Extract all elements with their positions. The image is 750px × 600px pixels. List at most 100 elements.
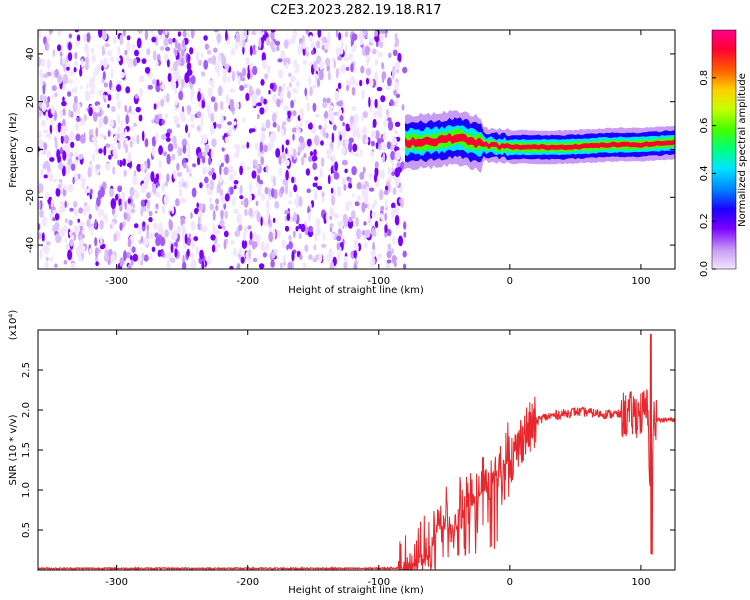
noise-speckle — [204, 176, 209, 184]
noise-speckle — [242, 231, 247, 242]
noise-speckle — [370, 209, 373, 219]
noise-speckle — [359, 79, 363, 87]
noise-speckle — [340, 39, 344, 50]
noise-speckle — [158, 34, 164, 40]
noise-speckle — [375, 78, 379, 88]
noise-speckle — [209, 203, 215, 211]
noise-speckle — [182, 30, 187, 38]
noise-speckle — [322, 101, 328, 109]
noise-speckle — [299, 110, 303, 121]
noise-speckle — [203, 134, 208, 144]
noise-speckle — [217, 72, 220, 78]
noise-speckle — [115, 193, 119, 201]
noise-speckle — [200, 52, 204, 59]
noise-speckle — [284, 159, 290, 167]
noise-speckle — [187, 143, 191, 152]
noise-speckle — [132, 253, 138, 262]
noise-speckle — [294, 69, 298, 74]
noise-speckle — [336, 242, 341, 251]
noise-speckle — [329, 261, 335, 269]
noise-speckle — [147, 84, 153, 90]
noise-speckle — [245, 56, 250, 67]
noise-speckle — [171, 205, 175, 215]
noise-speckle — [194, 260, 198, 267]
noise-speckle — [68, 219, 73, 226]
noise-speckle — [236, 263, 241, 269]
noise-speckle — [228, 127, 233, 136]
noise-speckle — [400, 157, 405, 162]
noise-speckle — [102, 33, 108, 41]
noise-speckle — [272, 217, 276, 224]
noise-speckle — [242, 117, 246, 124]
noise-speckle — [200, 93, 204, 101]
noise-speckle — [46, 150, 52, 159]
noise-speckle — [396, 68, 400, 74]
noise-speckle — [105, 94, 108, 102]
noise-speckle — [337, 140, 340, 150]
y-tick-label: -40 — [25, 237, 36, 253]
noise-speckle — [107, 94, 112, 101]
x-tick-label: -300 — [105, 276, 128, 287]
noise-speckle — [166, 173, 170, 183]
noise-speckle — [269, 82, 275, 90]
noise-speckle — [343, 184, 347, 191]
noise-speckle — [378, 112, 383, 119]
noise-speckle — [327, 31, 331, 43]
noise-speckle — [74, 85, 78, 94]
noise-speckle — [342, 213, 348, 224]
noise-speckle — [241, 67, 247, 77]
noise-speckle — [211, 244, 216, 253]
noise-speckle — [46, 43, 50, 51]
noise-speckle — [255, 200, 259, 207]
noise-speckle — [395, 98, 399, 107]
noise-speckle — [40, 81, 44, 87]
snr-y-axis-label: SNR (10 * v/v) — [8, 414, 19, 485]
snr-panel: -300 -200 -100 0 100 0.5 1.0 1.5 2.0 2.5 Height o… — [8, 310, 676, 596]
noise-speckle — [288, 200, 293, 205]
noise-speckle — [321, 44, 325, 51]
noise-speckle — [350, 76, 356, 86]
noise-speckle — [300, 223, 306, 233]
noise-speckle — [74, 52, 78, 60]
noise-speckle — [276, 98, 281, 108]
noise-speckle — [54, 213, 60, 221]
noise-speckle — [40, 58, 46, 67]
noise-speckle — [41, 216, 48, 227]
noise-speckle — [299, 254, 303, 261]
noise-speckle — [339, 47, 344, 55]
noise-speckle — [348, 141, 353, 153]
noise-speckle — [206, 50, 212, 55]
noise-speckle — [189, 251, 195, 259]
noise-speckle — [295, 80, 301, 88]
noise-speckle — [132, 58, 138, 67]
noise-speckle — [126, 41, 131, 52]
noise-speckle — [136, 134, 140, 145]
noise-speckle — [166, 153, 171, 165]
noise-speckle — [372, 118, 377, 128]
noise-speckle — [45, 192, 49, 201]
noise-speckle — [221, 147, 225, 152]
noise-speckle — [313, 135, 320, 146]
noise-speckle — [155, 203, 159, 210]
y-tick-label: 2.0 — [21, 402, 32, 418]
noise-speckle — [266, 65, 271, 74]
noise-speckle — [50, 117, 55, 125]
noise-speckle — [306, 45, 310, 53]
noise-speckle — [272, 94, 277, 104]
noise-speckle — [74, 208, 78, 217]
noise-speckle — [170, 257, 173, 263]
noise-speckle — [132, 43, 135, 52]
y-tick-label: 1.5 — [21, 442, 32, 458]
noise-speckle — [160, 46, 165, 51]
noise-speckle — [295, 225, 299, 232]
noise-speckle — [229, 265, 234, 269]
noise-speckle — [148, 72, 152, 80]
noise-speckle — [235, 102, 240, 110]
noise-speckle — [315, 217, 321, 229]
noise-speckle — [278, 167, 283, 176]
noise-speckle — [173, 61, 178, 71]
noise-speckle — [68, 33, 73, 39]
noise-speckle — [222, 73, 227, 84]
noise-speckle — [275, 148, 281, 158]
noise-speckle — [355, 82, 359, 87]
